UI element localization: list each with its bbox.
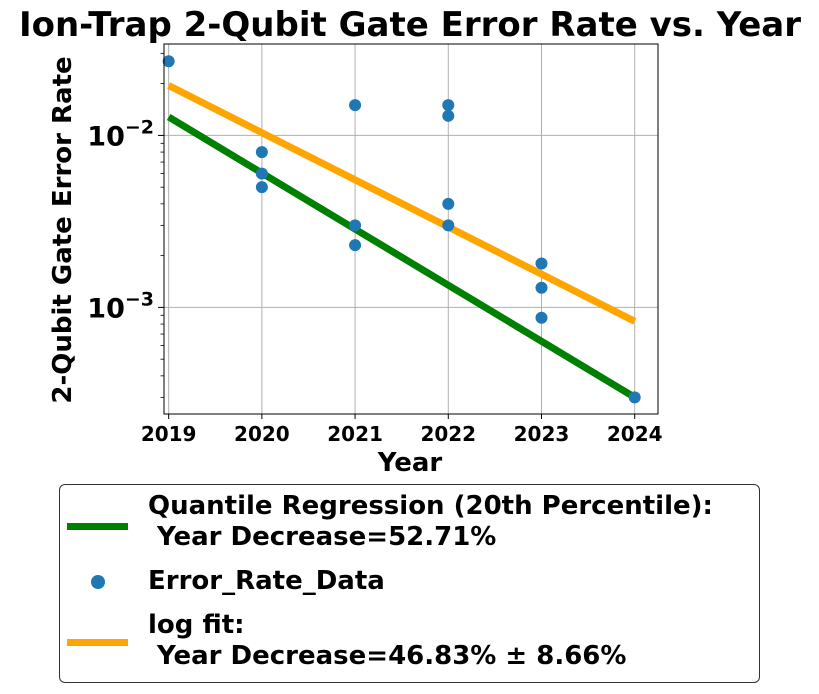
y-axis-label: 2-Qubit Gate Error Rate [48, 56, 78, 403]
data-point [628, 391, 641, 404]
data-point [442, 109, 455, 122]
chart-title: Ion-Trap 2-Qubit Gate Error Rate vs. Yea… [19, 5, 801, 45]
data-point [442, 99, 455, 112]
data-point [255, 181, 268, 194]
legend-label-quantile: Quantile Regression (20th Percentile): Y… [148, 491, 713, 552]
legend-swatch-data-marker [91, 575, 105, 589]
data-point [442, 219, 455, 232]
x-tick-label: 2020 [234, 422, 290, 446]
quantile-regression-line [166, 113, 637, 401]
data-point [535, 257, 548, 270]
plot-area-frame [163, 43, 659, 415]
data-point [442, 197, 455, 210]
fit-lines [166, 82, 637, 401]
data-points [162, 55, 641, 404]
x-tick-label: 2022 [420, 422, 476, 446]
x-tick-label: 2023 [514, 422, 570, 446]
data-point [535, 281, 548, 294]
legend-label-data: Error_Rate_Data [148, 566, 385, 596]
legend: Quantile Regression (20th Percentile): Y… [59, 484, 760, 683]
x-tick-label: 2021 [327, 422, 383, 446]
x-tick-label: 2024 [607, 422, 663, 446]
log-fit-line [167, 82, 637, 325]
legend-label-logfit: log fit: Year Decrease=46.83% ± 8.66% [148, 610, 627, 671]
x-tick-label: 2019 [141, 422, 197, 446]
y-tick-label: 10−2 [87, 116, 154, 152]
data-point [535, 311, 548, 324]
y-tick-label-base: 10 [87, 121, 125, 152]
grid [164, 44, 658, 414]
data-point [349, 99, 362, 112]
y-tick-label-exponent: −3 [125, 288, 154, 310]
data-point [349, 219, 362, 232]
data-point [162, 55, 175, 68]
x-axis-label: Year [377, 448, 443, 478]
y-tick-label: 10−3 [87, 288, 154, 324]
data-point [255, 146, 268, 159]
y-tick-label-base: 10 [87, 293, 125, 324]
legend-swatch-logfit-line [67, 639, 128, 646]
data-point [349, 239, 362, 252]
y-tick-label-exponent: −2 [125, 116, 154, 138]
legend-swatch-quantile-line [67, 523, 128, 530]
data-point [255, 167, 268, 180]
